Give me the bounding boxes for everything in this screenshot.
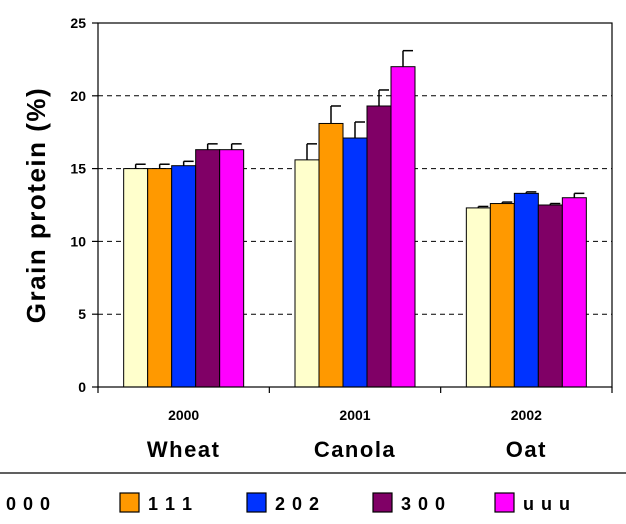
bar-4-1 bbox=[390, 66, 416, 388]
y-tick-label-15: 15 bbox=[70, 161, 86, 177]
legend-swatch-4 bbox=[494, 492, 515, 513]
bar-3-1 bbox=[366, 105, 392, 388]
axes bbox=[92, 22, 613, 393]
bar-3-2 bbox=[537, 204, 563, 388]
y-tick-label-0: 0 bbox=[78, 379, 86, 395]
bar-1-1 bbox=[318, 122, 344, 388]
plot-frame bbox=[97, 22, 613, 388]
y-axis-label: Grain protein (%) bbox=[21, 87, 51, 323]
y-tick-label-10: 10 bbox=[70, 233, 86, 249]
legend-swatch-1 bbox=[119, 492, 140, 513]
x-label-year-2000: 2000 bbox=[168, 407, 199, 423]
bar-0-2 bbox=[465, 207, 491, 388]
x-label-crop-oat: Oat bbox=[506, 437, 547, 462]
legend-label-1: 1 1 1 bbox=[148, 494, 193, 514]
x-label-year-2002: 2002 bbox=[511, 407, 542, 423]
legend-label-4: u u u bbox=[523, 494, 571, 514]
legend-label-3: 3 0 0 bbox=[401, 494, 446, 514]
bar-4-2 bbox=[561, 197, 587, 388]
bar-2-2 bbox=[513, 192, 539, 388]
y-tick-label-20: 20 bbox=[70, 88, 86, 104]
labels: 0 5 10 15 20 25 2000 Wheat 2001 Canola 2002 Oat Grai… bbox=[21, 15, 547, 462]
legend: 0 0 0 1 1 1 2 0 2 3 0 0 u u u bbox=[0, 472, 626, 514]
bar-2-1 bbox=[342, 137, 368, 388]
bars bbox=[123, 49, 587, 388]
y-tick-label-25: 25 bbox=[70, 15, 86, 31]
legend-swatch-3 bbox=[372, 492, 393, 513]
bar-2-0 bbox=[171, 165, 197, 388]
bar-1-2 bbox=[489, 203, 515, 388]
x-label-crop-wheat: Wheat bbox=[147, 437, 221, 462]
bar-1-0 bbox=[147, 168, 173, 388]
bar-0-0 bbox=[123, 168, 149, 388]
legend-label-0: 0 0 0 bbox=[6, 494, 51, 514]
x-label-crop-canola: Canola bbox=[314, 437, 396, 462]
y-tick-label-5: 5 bbox=[78, 306, 86, 322]
bar-3-0 bbox=[195, 149, 221, 388]
bar-0-1 bbox=[294, 159, 320, 388]
legend-label-2: 2 0 2 bbox=[275, 494, 320, 514]
x-label-year-2001: 2001 bbox=[339, 407, 370, 423]
legend-swatch-2 bbox=[246, 492, 267, 513]
bar-4-0 bbox=[219, 149, 245, 388]
